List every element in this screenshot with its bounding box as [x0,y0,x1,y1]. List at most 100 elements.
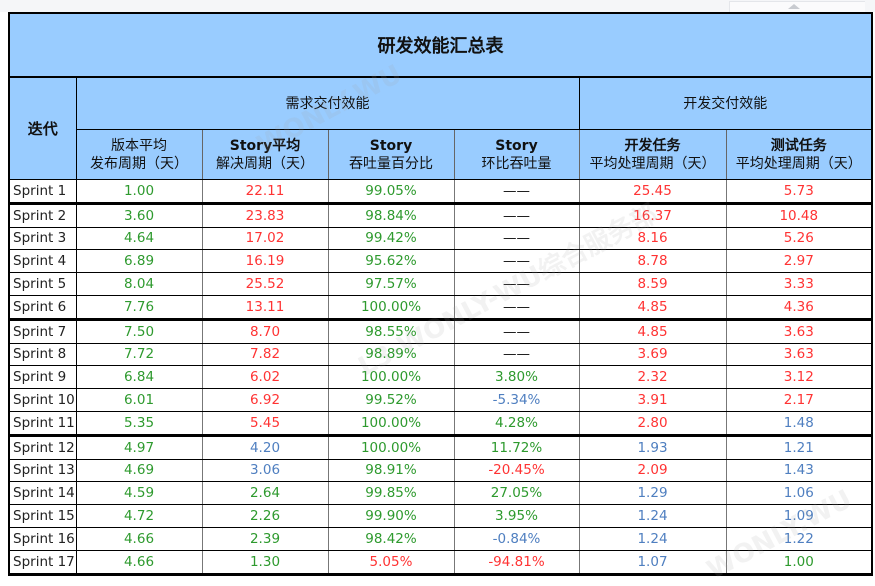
metric-cell: —— [453,249,580,274]
column-header: Story平均 解决周期（天） [201,129,329,180]
metric-cell: 13.11 [201,294,329,321]
metric-cell: 98.42% [327,526,455,551]
metric-cell: 7.50 [75,318,203,344]
metric-cell: 98.89% [327,342,455,367]
sprint-name-cell: Sprint 8 [8,342,77,367]
metric-cell: 6.02 [201,365,329,390]
column-header-line1: 版本平均 [111,137,167,154]
metric-cell: 7.76 [75,294,203,321]
metric-cell: -5.34% [453,388,580,412]
metric-cell: 3.80% [453,365,580,390]
metric-cell: 1.22 [725,526,874,551]
table-row: Sprint 7 7.50 8.70 98.55% —— 4.85 3.63 [8,318,874,344]
metric-cell: 23.83 [201,202,329,228]
metric-cell: 99.42% [327,226,455,251]
sprint-name-cell: Sprint 2 [8,202,77,228]
metric-cell: —— [453,318,580,344]
table-row: Sprint 11 5.35 5.45 100.00% 4.28% 2.80 1.48 [8,410,874,437]
column-header: Story 吞吐量百分比 [327,129,455,180]
metric-cell: 1.24 [578,504,727,528]
metric-cell: 16.37 [578,202,727,228]
metric-cell: 3.06 [201,458,329,483]
metric-cell: 6.84 [75,365,203,390]
metric-cell: 95.62% [327,249,455,274]
metric-cell: 1.48 [725,410,874,437]
metric-cell: 2.26 [201,504,329,528]
metric-cell: 3.91 [578,388,727,412]
top-toolbar-strip [0,0,875,12]
column-header-line2: 吞吐量百分比 [349,155,433,172]
metric-cell: 1.07 [578,549,727,576]
metric-cell: 5.73 [725,179,874,205]
metric-cell: 4.28% [453,410,580,437]
metric-cell: 8.70 [201,318,329,344]
metric-cell: 8.04 [75,272,203,296]
metric-cell: 3.33 [725,272,874,296]
metric-cell: 99.05% [327,179,455,205]
sprint-name-cell: Sprint 17 [8,549,77,576]
column-header: 开发任务 平均处理周期（天） [578,129,727,180]
metric-cell: 100.00% [327,365,455,390]
column-header: Story 环比吞吐量 [453,129,580,180]
metric-cell: 4.36 [725,294,874,321]
metric-cell: 1.09 [725,504,874,528]
metric-cell: 4.20 [201,434,329,460]
metric-cell: 25.52 [201,272,329,296]
metric-cell: 2.17 [725,388,874,412]
metric-cell: —— [453,226,580,251]
table-row: Sprint 14 4.59 2.64 99.85% 27.05% 1.29 1.06 [8,481,874,506]
metric-cell: 1.43 [725,458,874,483]
metric-cell: 4.97 [75,434,203,460]
metric-cell: 3.95% [453,504,580,528]
table-row: Sprint 17 4.66 1.30 5.05% -94.81% 1.07 1.00 [8,549,874,576]
header-iteration: 迭代 [8,76,77,180]
table-row: Sprint 3 4.64 17.02 99.42% —— 8.16 5.26 [8,226,874,251]
metric-cell: 99.85% [327,481,455,506]
sprint-name-cell: Sprint 16 [8,526,77,551]
sprint-name-cell: Sprint 5 [8,272,77,296]
metric-cell: 3.63 [725,342,874,367]
column-header: 测试任务 平均处理周期（天） [725,129,874,180]
metric-cell: —— [453,272,580,296]
scroll-up-button[interactable] [729,1,865,12]
sprint-name-cell: Sprint 4 [8,249,77,274]
caret-up-icon [788,4,800,9]
metric-cell: 1.24 [578,526,727,551]
metric-cell: 4.72 [75,504,203,528]
metric-cell: 4.64 [75,226,203,251]
metric-cell: 100.00% [327,434,455,460]
sprint-name-cell: Sprint 1 [8,179,77,205]
metric-cell: 99.52% [327,388,455,412]
sprint-name-cell: Sprint 13 [8,458,77,483]
metric-cell: 6.92 [201,388,329,412]
table-row: Sprint 5 8.04 25.52 97.57% —— 8.59 3.33 [8,272,874,296]
metric-cell: 1.00 [725,549,874,576]
table-row: Sprint 4 6.89 16.19 95.62% —— 8.78 2.97 [8,249,874,274]
column-header-line2: 平均处理周期（天） [735,155,862,172]
metric-cell: 1.29 [578,481,727,506]
table-row: Sprint 16 4.66 2.39 98.42% -0.84% 1.24 1.22 [8,526,874,551]
metric-cell: 99.90% [327,504,455,528]
header-group-demand-delivery: 需求交付效能 [75,76,580,130]
metric-cell: 4.66 [75,526,203,551]
column-header-line1: Story [495,137,538,154]
metric-cell: 4.85 [578,294,727,321]
sprint-name-cell: Sprint 6 [8,294,77,321]
metric-cell: —— [453,342,580,367]
metric-cell: 5.26 [725,226,874,251]
metric-cell: 7.72 [75,342,203,367]
efficiency-summary-table: 研发效能汇总表 迭代 需求交付效能 开发交付效能 版本平均 发布周期（天） Stor… [7,12,874,576]
metric-cell: 2.64 [201,481,329,506]
column-header-line2: 平均处理周期（天） [589,155,716,172]
metric-cell: 22.11 [201,179,329,205]
metric-cell: 100.00% [327,410,455,437]
sprint-name-cell: Sprint 10 [8,388,77,412]
metric-cell: 5.05% [327,549,455,576]
metric-cell: 2.80 [578,410,727,437]
metric-cell: 3.69 [578,342,727,367]
metric-cell: -0.84% [453,526,580,551]
sprint-name-cell: Sprint 12 [8,434,77,460]
metric-cell: 3.63 [725,318,874,344]
metric-cell: 97.57% [327,272,455,296]
metric-cell: 4.69 [75,458,203,483]
